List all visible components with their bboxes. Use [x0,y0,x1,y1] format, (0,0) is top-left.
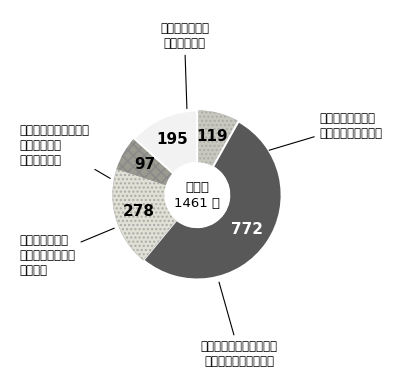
Wedge shape [117,138,173,185]
Text: 信用保証制度や
政府系金融機関を
活用した: 信用保証制度や 政府系金融機関を 活用した [20,228,114,277]
Circle shape [165,163,229,227]
Text: 資金繰りに窮して
倒産、廃業していた: 資金繰りに窮して 倒産、廃業していた [269,112,383,150]
Wedge shape [143,121,282,280]
Wedge shape [134,110,197,174]
Text: 97: 97 [134,157,155,172]
Text: 大幅なリストラや資産の
売却を余儀なくされた: 大幅なリストラや資産の 売却を余儀なくされた [201,282,278,368]
Text: 772: 772 [231,222,263,237]
Text: 195: 195 [156,132,188,147]
Wedge shape [113,169,177,260]
Text: 119: 119 [197,129,228,144]
Text: 1461 件: 1461 件 [174,197,220,210]
Text: 回答計: 回答計 [185,181,209,194]
Text: 278: 278 [123,204,155,220]
Wedge shape [197,110,238,167]
Text: 余裕はなくなつたが、
大きな支障は
生じなかつた: 余裕はなくなつたが、 大きな支障は 生じなかつた [20,124,110,178]
Text: ほとんど支障は
生じなかつた: ほとんど支障は 生じなかつた [160,22,209,108]
